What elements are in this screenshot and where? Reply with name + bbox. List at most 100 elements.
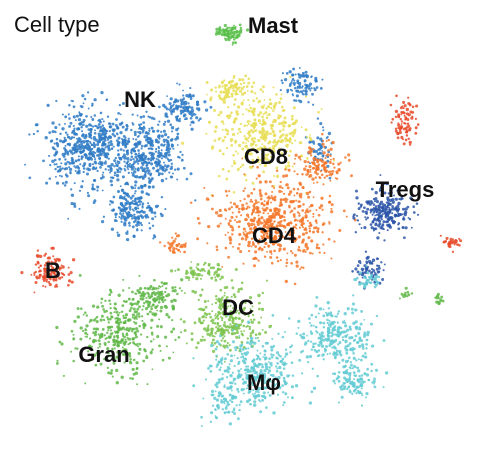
- nk-cell-point: [132, 234, 136, 238]
- nk-cell-point: [77, 155, 80, 158]
- mast-cell-point: [215, 27, 219, 31]
- nk-cell-point: [134, 201, 138, 205]
- cd4-cell-point: [283, 211, 286, 215]
- cd8-cell-point: [232, 89, 236, 93]
- tregs-cell-point: [383, 181, 387, 185]
- nk-cell-point: [133, 170, 137, 174]
- nk-cell-point: [117, 153, 120, 156]
- nk-cell-point: [118, 206, 121, 210]
- m-cell-point: [337, 401, 340, 404]
- b-cell-point: [42, 278, 45, 281]
- b-cell-point: [394, 115, 398, 119]
- b-cell-point: [52, 271, 56, 275]
- cd4-cell-point: [280, 219, 283, 223]
- cd8-cell-point: [233, 120, 236, 123]
- b-cell-point: [67, 273, 71, 276]
- cd4-cell-point: [294, 237, 298, 240]
- m-cell-point: [327, 339, 330, 342]
- nk-cell-point: [310, 87, 313, 90]
- m-cell-point: [317, 336, 321, 340]
- m-cell-point: [211, 389, 215, 393]
- nk-cell-point: [66, 150, 69, 153]
- cd4-cell-point: [327, 149, 330, 152]
- gran-cell-point: [127, 297, 131, 301]
- nk-cell-point: [87, 107, 90, 110]
- m-cell-point: [312, 345, 315, 348]
- nk-cell-point: [166, 95, 169, 97]
- m-cell-point: [223, 357, 227, 361]
- cd4-cell-point: [304, 242, 308, 247]
- dc-cell-point: [258, 301, 261, 305]
- cd8-cell-point: [244, 151, 248, 155]
- m-cell-point: [204, 378, 208, 381]
- m-cell-point: [237, 390, 240, 393]
- dc-cell-point: [246, 337, 249, 340]
- cd8-cell-point: [213, 129, 217, 133]
- cd8-cell-point: [257, 147, 262, 151]
- gran-cell-point: [114, 331, 117, 334]
- tregs-cell-point: [379, 226, 383, 230]
- gran-cell-point: [139, 294, 143, 298]
- dc-cell-point: [233, 331, 237, 335]
- cd4-cell-point: [245, 202, 248, 205]
- nk-cell-point: [139, 214, 143, 218]
- nk-cell-point: [141, 202, 145, 206]
- nk-cell-point: [150, 126, 154, 130]
- cd8-cell-point: [282, 128, 285, 131]
- nk-cell-point: [125, 231, 129, 235]
- cd8-cell-point: [230, 85, 233, 88]
- m-cell-point: [282, 401, 286, 404]
- dc-cell-point: [183, 292, 186, 295]
- nk-cell-point: [163, 161, 165, 164]
- nk-cell-point: [157, 123, 160, 126]
- cd4-cell-point: [175, 243, 179, 248]
- nk-cell-point: [122, 149, 125, 152]
- cd8-cell-point: [304, 128, 308, 132]
- cd8-cell-point: [247, 152, 251, 156]
- nk-cell-point: [134, 207, 137, 210]
- gran-cell-point: [159, 309, 163, 313]
- gran-cell-point: [117, 327, 120, 331]
- gran-cell-point: [158, 344, 161, 348]
- tregs-cell-point: [387, 192, 390, 195]
- m-cell-point: [267, 361, 270, 363]
- cd8-cell-point: [261, 153, 264, 156]
- tregs-cell-point: [381, 278, 385, 281]
- nk-cell-point: [129, 201, 132, 205]
- nk-cell-point: [78, 122, 82, 126]
- nk-cell-point: [83, 147, 86, 150]
- gran-cell-point: [161, 298, 164, 301]
- b-cell-point: [50, 264, 53, 268]
- m-cell-point: [252, 394, 256, 398]
- b-cell-point: [397, 113, 401, 117]
- nk-cell-point: [143, 167, 146, 170]
- cd4-cell-point: [327, 200, 331, 204]
- cd4-cell-point: [267, 244, 270, 247]
- cd4-cell-point: [282, 236, 285, 239]
- nk-cell-point: [157, 151, 161, 155]
- cd4-cell-point: [308, 146, 311, 150]
- nk-cell-point: [107, 122, 111, 125]
- cd4-cell-point: [230, 215, 234, 219]
- cd4-cell-point: [330, 210, 334, 214]
- m-cell-point: [243, 360, 246, 363]
- cd8-cell-point: [286, 145, 289, 148]
- cd4-cell-point: [207, 198, 210, 201]
- m-cell-point: [326, 331, 331, 335]
- nk-cell-point: [75, 114, 79, 118]
- cd4-cell-point: [254, 202, 256, 205]
- cd8-cell-point: [219, 137, 222, 140]
- cd8-cell-point: [237, 143, 242, 148]
- nk-cell-point: [316, 136, 320, 140]
- dc-cell-point: [209, 315, 213, 319]
- cd4-cell-point: [275, 256, 279, 259]
- cd8-cell-point: [209, 98, 212, 102]
- nk-cell-point: [127, 216, 130, 219]
- nk-cell-point: [92, 135, 96, 139]
- nk-cell-point: [149, 144, 152, 147]
- cd8-cell-point: [253, 107, 256, 111]
- nk-cell-point: [121, 144, 124, 146]
- cd8-cell-point: [261, 90, 265, 93]
- cd4-cell-point: [305, 231, 308, 235]
- nk-cell-point: [111, 176, 114, 179]
